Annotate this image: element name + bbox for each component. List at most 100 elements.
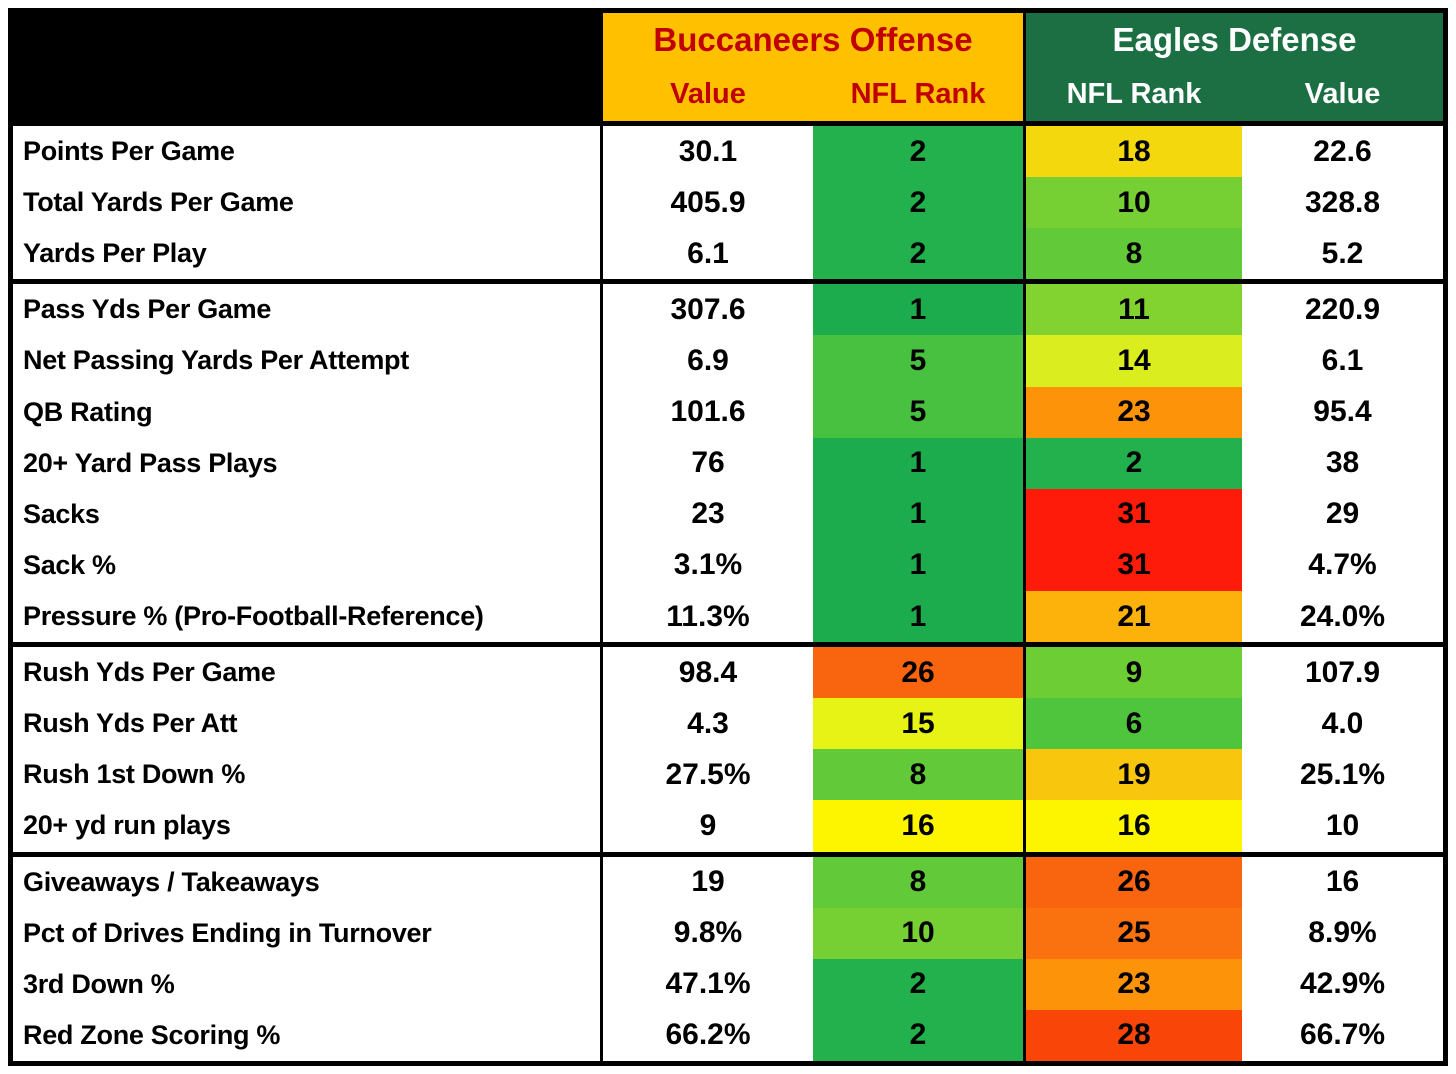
offense-rank: 2 (813, 958, 1026, 1010)
stat-label: Rush 1st Down % (13, 749, 603, 801)
defense-value: 66.7% (1299, 1018, 1386, 1052)
defense-value: 220.9 (1304, 292, 1381, 326)
offense-value: 23 (691, 497, 725, 531)
defense-col-rank-header: NFL Rank (1066, 77, 1202, 110)
table-row: Giveaways / Takeaways 19 8 26 16 (13, 856, 1443, 908)
stat-group-situational: Giveaways / Takeaways 19 8 26 16 Pct of … (13, 851, 1443, 1061)
defense-rank: 23 (1026, 386, 1242, 438)
defense-rank: 28 (1026, 1009, 1242, 1061)
defense-value: 25.1% (1299, 757, 1386, 791)
defense-rank: 18 (1026, 126, 1242, 178)
table-header: Buccaneers Offense Value NFL Rank Eagles… (13, 13, 1443, 126)
stat-label: Red Zone Scoring % (13, 1009, 603, 1061)
defense-rank: 9 (1026, 647, 1242, 699)
table-row: Pressure % (Pro-Football-Reference) 11.3… (13, 590, 1443, 643)
offense-rank: 8 (813, 749, 1026, 801)
offense-col-value-header: Value (670, 77, 746, 110)
stat-group-rushing: Rush Yds Per Game 98.4 26 9 107.9 Rush Y… (13, 642, 1443, 852)
offense-value: 76 (691, 446, 725, 480)
offense-value: 3.1% (673, 548, 743, 582)
stat-label: Net Passing Yards Per Attempt (13, 335, 603, 387)
offense-value: 47.1% (665, 967, 751, 1001)
defense-value: 5.2 (1321, 236, 1364, 270)
defense-value: 8.9% (1308, 916, 1377, 950)
offense-value: 66.2% (665, 1018, 751, 1052)
offense-value: 19 (691, 865, 725, 899)
defense-value: 29 (1325, 497, 1360, 531)
table-row: Pass Yds Per Game 307.6 1 11 220.9 (13, 284, 1443, 336)
stat-label: Yards Per Play (13, 228, 603, 280)
defense-value: 107.9 (1304, 655, 1381, 689)
defense-value: 4.7% (1308, 548, 1377, 582)
defense-rank: 6 (1026, 698, 1242, 750)
defense-value: 42.9% (1299, 967, 1386, 1001)
offense-rank: 26 (813, 647, 1026, 699)
defense-rank: 11 (1026, 284, 1242, 336)
stat-group-scoring: Points Per Game 30.1 2 18 22.6 Total Yar… (13, 126, 1443, 280)
defense-value: 10 (1325, 808, 1360, 842)
offense-col-rank-header: NFL Rank (850, 77, 986, 110)
offense-value: 6.9 (687, 343, 729, 377)
defense-rank: 26 (1026, 856, 1242, 908)
offense-value: 307.6 (670, 292, 746, 326)
defense-rank: 19 (1026, 749, 1242, 801)
offense-value: 101.6 (670, 395, 746, 429)
stat-label: QB Rating (13, 386, 603, 438)
table-row: 3rd Down % 47.1% 2 23 42.9% (13, 958, 1443, 1010)
offense-rank: 5 (813, 335, 1026, 387)
offense-value: 9.8% (673, 916, 743, 950)
offense-rank: 16 (813, 800, 1026, 852)
defense-rank: 10 (1026, 177, 1242, 229)
offense-rank: 1 (813, 539, 1026, 591)
offense-value: 98.4 (678, 655, 738, 689)
offense-rank: 1 (813, 488, 1026, 540)
defense-value: 16 (1325, 865, 1360, 899)
stat-label: Points Per Game (13, 126, 603, 178)
defense-title: Eagles Defense (1112, 21, 1357, 58)
defense-rank: 8 (1026, 228, 1242, 280)
defense-value: 22.6 (1313, 134, 1372, 168)
offense-value: 27.5% (665, 757, 751, 791)
offense-rank: 15 (813, 698, 1026, 750)
defense-rank: 31 (1026, 488, 1242, 540)
corner-cell (13, 13, 603, 121)
table-row: Pct of Drives Ending in Turnover 9.8% 10… (13, 907, 1443, 959)
stat-label: 20+ yd run plays (13, 800, 603, 852)
offense-rank: 1 (813, 284, 1026, 336)
offense-value: 9 (699, 808, 717, 842)
defense-rank: 2 (1026, 437, 1242, 489)
table-row: Rush Yds Per Att 4.3 15 6 4.0 (13, 698, 1443, 750)
defense-rank: 16 (1026, 800, 1242, 852)
table-row: Total Yards Per Game 405.9 2 10 328.8 (13, 177, 1443, 229)
stat-group-passing: Pass Yds Per Game 307.6 1 11 220.9 Net P… (13, 279, 1443, 643)
table-row: Sack % 3.1% 1 31 4.7% (13, 539, 1443, 591)
stat-label: Sack % (13, 539, 603, 591)
offense-rank: 10 (813, 907, 1026, 959)
offense-rank: 1 (813, 437, 1026, 489)
stat-label: 3rd Down % (13, 958, 603, 1010)
offense-rank: 2 (813, 1009, 1026, 1061)
offense-rank: 2 (813, 228, 1026, 280)
table-row: Rush 1st Down % 27.5% 8 19 25.1% (13, 749, 1443, 801)
stat-label: Sacks (13, 488, 603, 540)
defense-value: 24.0% (1299, 599, 1386, 633)
stat-label: Pct of Drives Ending in Turnover (13, 907, 603, 959)
defense-value: 38 (1325, 446, 1360, 480)
table-row: Net Passing Yards Per Attempt 6.9 5 14 6… (13, 335, 1443, 387)
table-row: Red Zone Scoring % 66.2% 2 28 66.7% (13, 1009, 1443, 1061)
stat-label: Pressure % (Pro-Football-Reference) (13, 590, 603, 643)
defense-col-value-header: Value (1304, 77, 1381, 110)
offense-value: 6.1 (687, 236, 729, 270)
offense-value: 405.9 (670, 185, 746, 219)
defense-value: 4.0 (1321, 706, 1364, 740)
offense-rank: 2 (813, 126, 1026, 178)
table-row: Yards Per Play 6.1 2 8 5.2 (13, 228, 1443, 280)
stat-label: 20+ Yard Pass Plays (13, 437, 603, 489)
stat-label: Total Yards Per Game (13, 177, 603, 229)
offense-rank: 5 (813, 386, 1026, 438)
offense-value: 11.3% (666, 599, 750, 633)
table-row: Points Per Game 30.1 2 18 22.6 (13, 126, 1443, 178)
defense-rank: 21 (1026, 590, 1242, 643)
offense-rank: 1 (813, 590, 1026, 643)
defense-rank: 14 (1026, 335, 1242, 387)
